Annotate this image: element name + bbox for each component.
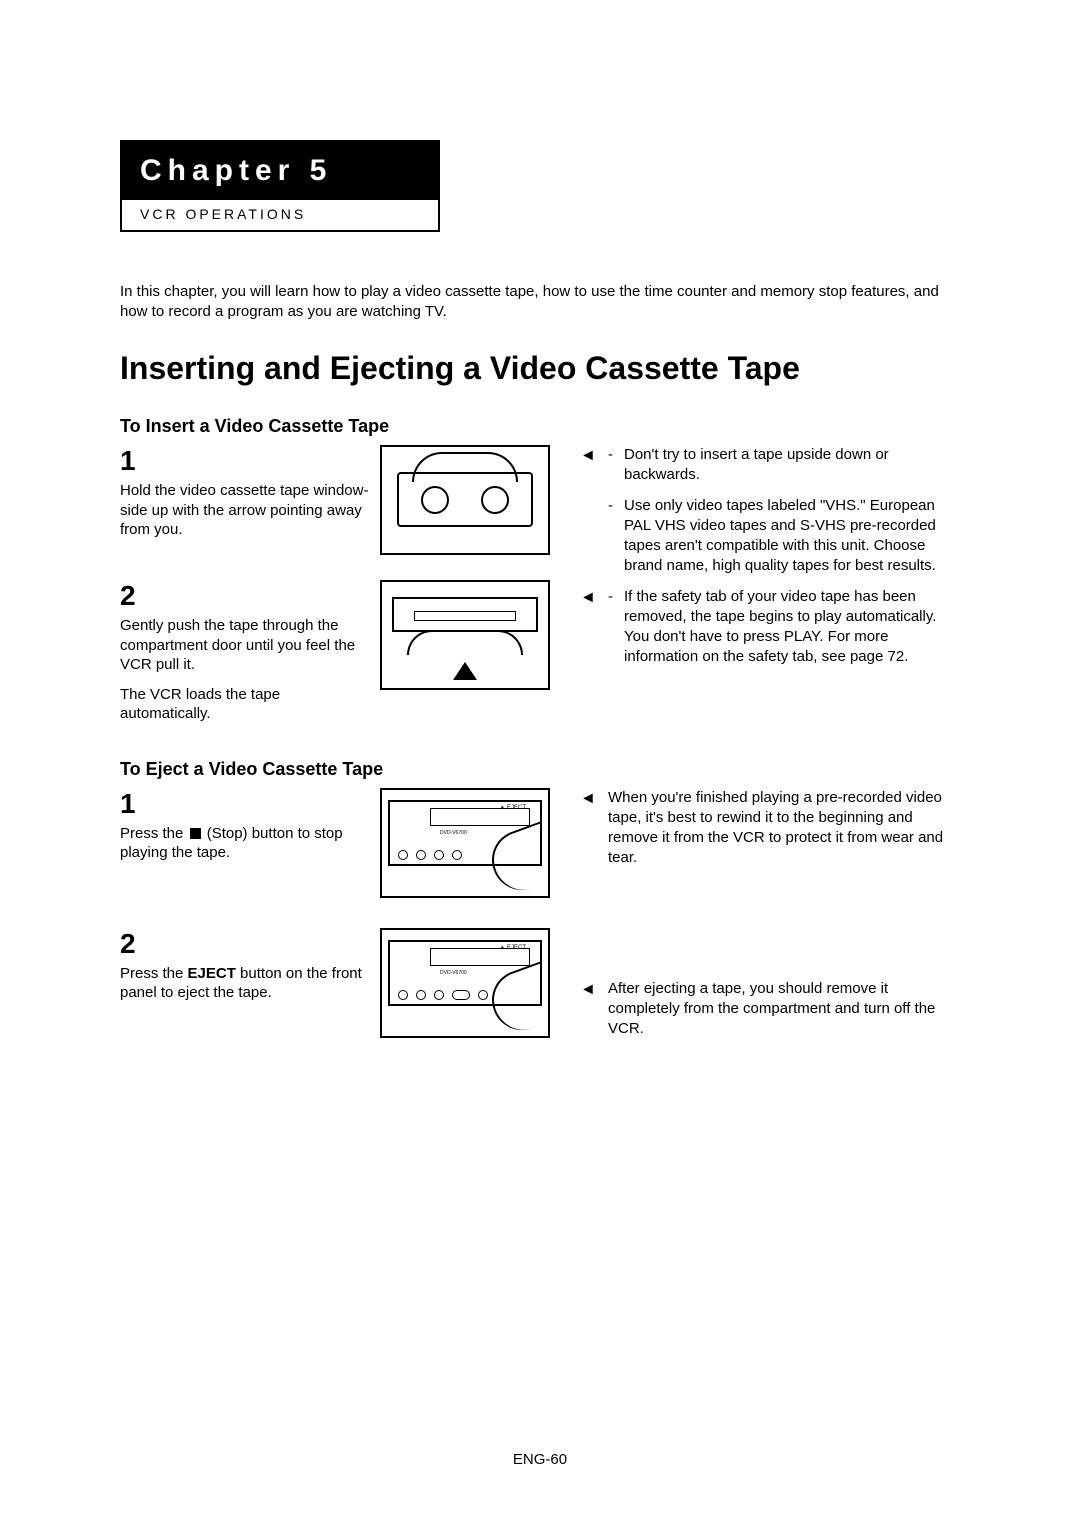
note-arrow-icon: ◄ — [580, 979, 600, 1040]
step-number: 2 — [120, 928, 370, 960]
insert-step-2: 2 Gently push the tape through the compa… — [120, 580, 550, 724]
vcr-eject-diagram: ▲ EJECT DVD-V6700 — [380, 928, 550, 1038]
note-item: ◄ When you're finished playing a pre-rec… — [580, 788, 960, 869]
note-item: - Use only video tapes labeled "VHS." Eu… — [580, 496, 960, 577]
cassette-insert-diagram — [380, 580, 550, 690]
stop-icon — [190, 828, 201, 839]
cassette-hold-diagram — [380, 445, 550, 555]
step-body: Gently push the tape through the compart… — [120, 616, 370, 675]
chapter-box: Chapter 5 VCR OPERATIONS — [120, 140, 440, 232]
intro-paragraph: In this chapter, you will learn how to p… — [120, 282, 960, 321]
chapter-subtitle: VCR OPERATIONS — [122, 200, 438, 230]
note-item: ◄ - If the safety tab of your video tape… — [580, 587, 960, 668]
page-number: ENG-60 — [0, 1451, 1080, 1468]
note-arrow-icon: ◄ — [580, 587, 600, 668]
step-body: The VCR loads the tape automatically. — [120, 685, 370, 724]
step-number: 1 — [120, 445, 370, 477]
eject-step-2: 2 Press the EJECT button on the front pa… — [120, 928, 550, 1038]
note-arrow-icon: ◄ — [580, 788, 600, 869]
vcr-stop-diagram: ▲ EJECT DVD-V6700 — [380, 788, 550, 898]
step-body: Hold the video cassette tape window-side… — [120, 481, 370, 540]
eject-section: 1 Press the (Stop) button to stop playin… — [120, 788, 960, 1063]
note-arrow-icon: ◄ — [580, 445, 600, 486]
step-number: 1 — [120, 788, 370, 820]
step-body: Press the (Stop) button to stop playing … — [120, 824, 370, 863]
step-body: Press the EJECT button on the front pane… — [120, 964, 370, 1003]
eject-step-1: 1 Press the (Stop) button to stop playin… — [120, 788, 550, 898]
insert-step-1: 1 Hold the video cassette tape window-si… — [120, 445, 550, 555]
eject-heading: To Eject a Video Cassette Tape — [120, 759, 960, 780]
insert-heading: To Insert a Video Cassette Tape — [120, 416, 960, 437]
note-item: ◄ - Don't try to insert a tape upside do… — [580, 445, 960, 486]
note-item: ◄ After ejecting a tape, you should remo… — [580, 979, 960, 1040]
step-number: 2 — [120, 580, 370, 612]
up-arrow-icon — [453, 662, 477, 680]
chapter-title: Chapter 5 — [122, 142, 438, 200]
insert-section: 1 Hold the video cassette tape window-si… — [120, 445, 960, 749]
main-heading: Inserting and Ejecting a Video Cassette … — [120, 351, 960, 386]
